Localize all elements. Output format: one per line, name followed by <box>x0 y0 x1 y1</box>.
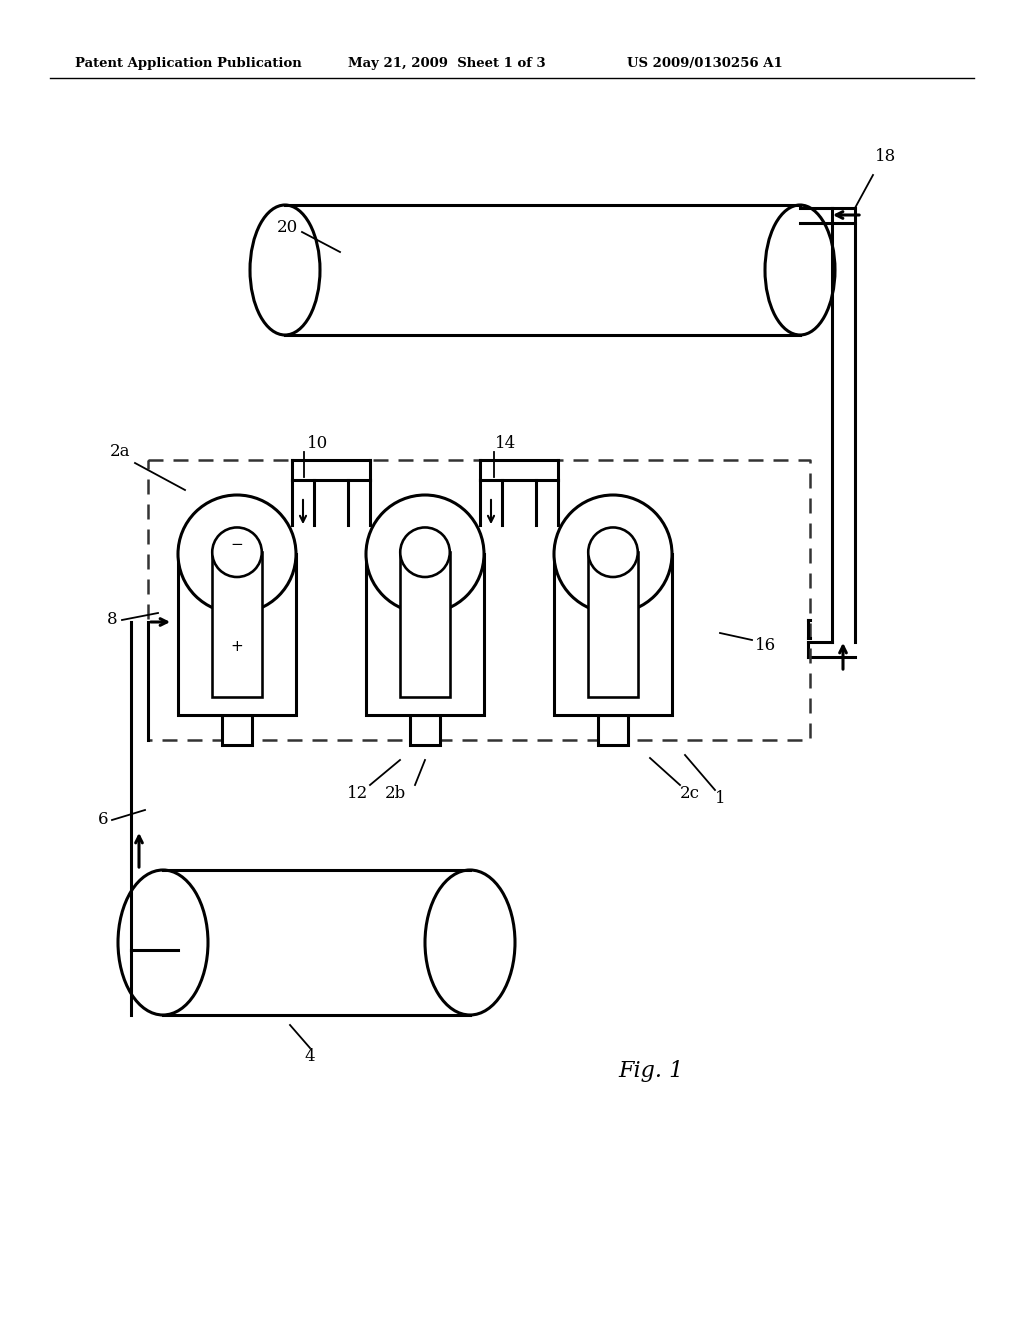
Ellipse shape <box>765 205 835 335</box>
Text: 20: 20 <box>276 219 298 236</box>
Ellipse shape <box>400 528 450 577</box>
Bar <box>366 554 484 715</box>
Text: May 21, 2009  Sheet 1 of 3: May 21, 2009 Sheet 1 of 3 <box>348 57 546 70</box>
Bar <box>285 205 800 335</box>
Text: 6: 6 <box>97 812 108 829</box>
Bar <box>554 554 672 715</box>
Bar <box>588 552 638 697</box>
Ellipse shape <box>250 205 319 335</box>
Text: 8: 8 <box>108 611 118 628</box>
Bar <box>598 715 628 744</box>
Text: 18: 18 <box>874 148 896 165</box>
Bar <box>178 554 296 715</box>
Text: US 2009/0130256 A1: US 2009/0130256 A1 <box>627 57 782 70</box>
Text: 12: 12 <box>347 785 369 803</box>
Bar <box>163 870 470 1015</box>
Text: −: − <box>230 537 244 552</box>
Text: 2b: 2b <box>384 785 406 803</box>
Bar <box>212 552 262 697</box>
Text: 2a: 2a <box>110 444 130 459</box>
Text: +: + <box>230 639 244 655</box>
Ellipse shape <box>118 870 208 1015</box>
Ellipse shape <box>554 495 672 612</box>
Text: 14: 14 <box>495 436 516 451</box>
Text: 2c: 2c <box>680 785 700 803</box>
Bar <box>222 715 252 744</box>
Text: 10: 10 <box>307 436 329 451</box>
Text: 1: 1 <box>715 789 726 807</box>
Text: Patent Application Publication: Patent Application Publication <box>75 57 302 70</box>
Ellipse shape <box>366 495 484 612</box>
Text: Fig. 1: Fig. 1 <box>618 1060 683 1082</box>
Text: 4: 4 <box>305 1048 315 1065</box>
Bar <box>400 552 450 697</box>
Ellipse shape <box>588 528 638 577</box>
Text: 16: 16 <box>755 636 776 653</box>
Ellipse shape <box>212 528 262 577</box>
Bar <box>410 715 440 744</box>
Ellipse shape <box>178 495 296 612</box>
Ellipse shape <box>425 870 515 1015</box>
